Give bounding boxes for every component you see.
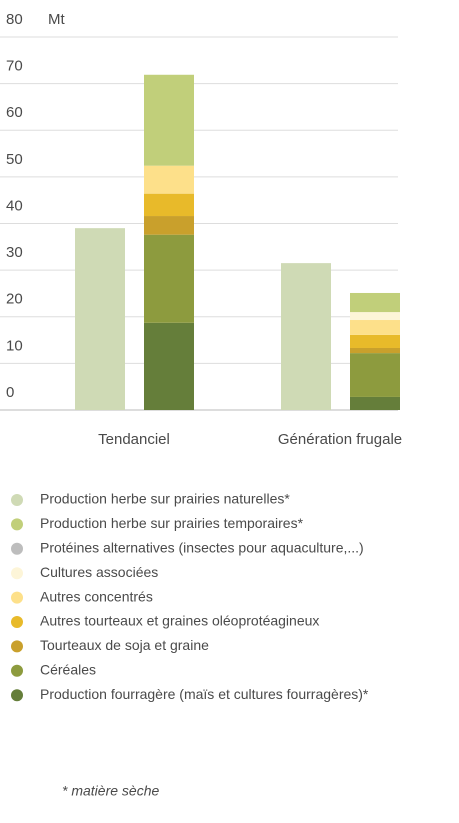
y-axis-label: Mt	[48, 11, 65, 28]
legend-swatch	[11, 640, 23, 653]
x-tick-label: Tendanciel	[98, 431, 170, 448]
bar-segment	[350, 334, 400, 348]
bar-segment	[144, 216, 194, 235]
x-tick-label: Génération frugale	[278, 431, 402, 448]
legend-label: Protéines alternatives (insectes pour aq…	[40, 540, 364, 556]
bar-segment	[350, 353, 400, 397]
bar-segment	[350, 347, 400, 354]
footnote: * matière sèche	[62, 783, 159, 799]
bar-segment	[144, 322, 194, 410]
legend-swatch	[11, 567, 23, 580]
bar-segment	[350, 396, 400, 410]
legend-label: Tourteaux de soja et graine	[40, 637, 209, 653]
legend-label: Cultures associées	[40, 564, 158, 580]
y-tick-label: 20	[6, 291, 23, 308]
y-tick-label: 60	[6, 104, 23, 121]
bar-segment	[144, 74, 194, 166]
legend-swatch	[11, 494, 23, 506]
bar	[281, 263, 331, 410]
legend-label: Autres tourteaux et graines oléoprotéagi…	[40, 613, 319, 629]
y-tick-label: 10	[6, 337, 23, 354]
legend-swatch	[11, 518, 23, 531]
legend-label: Céréales	[40, 662, 96, 678]
legend-swatch	[11, 542, 23, 555]
legend-label: Production fourragère (maïs et cultures …	[40, 686, 369, 702]
bar	[75, 228, 125, 410]
y-tick-label: 0	[6, 384, 14, 401]
bar-segment	[144, 234, 194, 323]
y-tick-label: 70	[6, 58, 23, 75]
legend-label: Production herbe sur prairies temporaire…	[40, 515, 304, 531]
bar-segment	[144, 165, 194, 194]
legend-swatch	[11, 664, 23, 677]
legend-swatch	[11, 689, 23, 702]
bar-segment	[144, 193, 194, 217]
legend-label: Autres concentrés	[40, 588, 153, 604]
y-tick-label: 30	[6, 244, 23, 261]
legend-swatch	[11, 591, 23, 604]
y-tick-label: 80	[6, 11, 23, 28]
legend-label: Production herbe sur prairies naturelles…	[40, 491, 290, 507]
bar-segment	[350, 320, 400, 335]
bar-segment	[350, 292, 400, 313]
legend-swatch	[11, 616, 23, 628]
y-tick-label: 50	[6, 151, 23, 168]
bar-segment	[350, 312, 400, 321]
y-tick-label: 40	[6, 197, 23, 214]
